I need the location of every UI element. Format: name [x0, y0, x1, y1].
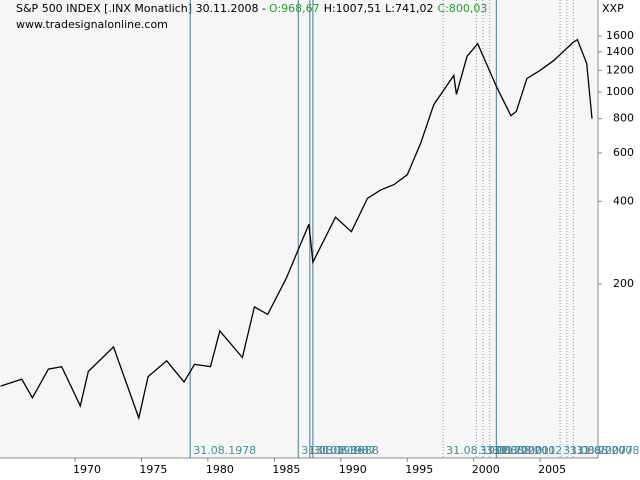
x-tick-label: 1975 [139, 463, 167, 476]
x-tick-label: 1980 [206, 463, 234, 476]
event-label: 31.08.1987 [313, 444, 376, 457]
x-tick-label: 1995 [405, 463, 433, 476]
source: www.tradesignalonline.com [16, 18, 168, 31]
y-tick-label: 800 [613, 112, 634, 125]
marker-label: 31.08.2001 [486, 444, 549, 457]
y-tick-label: 1000 [606, 85, 634, 98]
y-tick-label: 400 [613, 194, 634, 207]
x-tick-label: 1990 [339, 463, 367, 476]
marker-label: 31.08.2000 [479, 444, 542, 457]
y-tick-label: 200 [613, 277, 634, 290]
chart-title: S&P 500 INDEX [.INX Monatlich] 30.11.200… [16, 2, 266, 15]
quote-value: C:800,03 [437, 2, 487, 15]
x-tick-label: 2005 [538, 463, 566, 476]
marker-label: 31.08.1997 [446, 444, 509, 457]
axis-label: XXP [602, 2, 624, 15]
quote-value: O:968,67 [269, 2, 320, 15]
marker-label: 31.08.2007 [563, 444, 626, 457]
x-tick-label: 1985 [272, 463, 300, 476]
y-tick-label: 1600 [606, 29, 634, 42]
event-label: 31.08.2002 [499, 444, 562, 457]
x-tick-label: 2000 [472, 463, 500, 476]
event-label: 31.08.1986 [301, 444, 364, 457]
marker-label: 31.08.2008 [576, 444, 639, 457]
event-label: 31.08.1978 [193, 444, 256, 457]
price-line [0, 38, 593, 421]
marker-label: 31.08.2001 [493, 444, 556, 457]
quote-value: L:741,02 [385, 2, 433, 15]
quote-value: H:1007,51 [324, 2, 381, 15]
plot-area [0, 0, 598, 458]
y-tick-label: 1400 [606, 45, 634, 58]
marker-label: 31.08.2007 [570, 444, 633, 457]
y-tick-label: 600 [613, 146, 634, 159]
event-label: 31.08.1988 [316, 444, 379, 457]
x-tick-label: 1970 [73, 463, 101, 476]
y-tick-label: 1200 [606, 63, 634, 76]
